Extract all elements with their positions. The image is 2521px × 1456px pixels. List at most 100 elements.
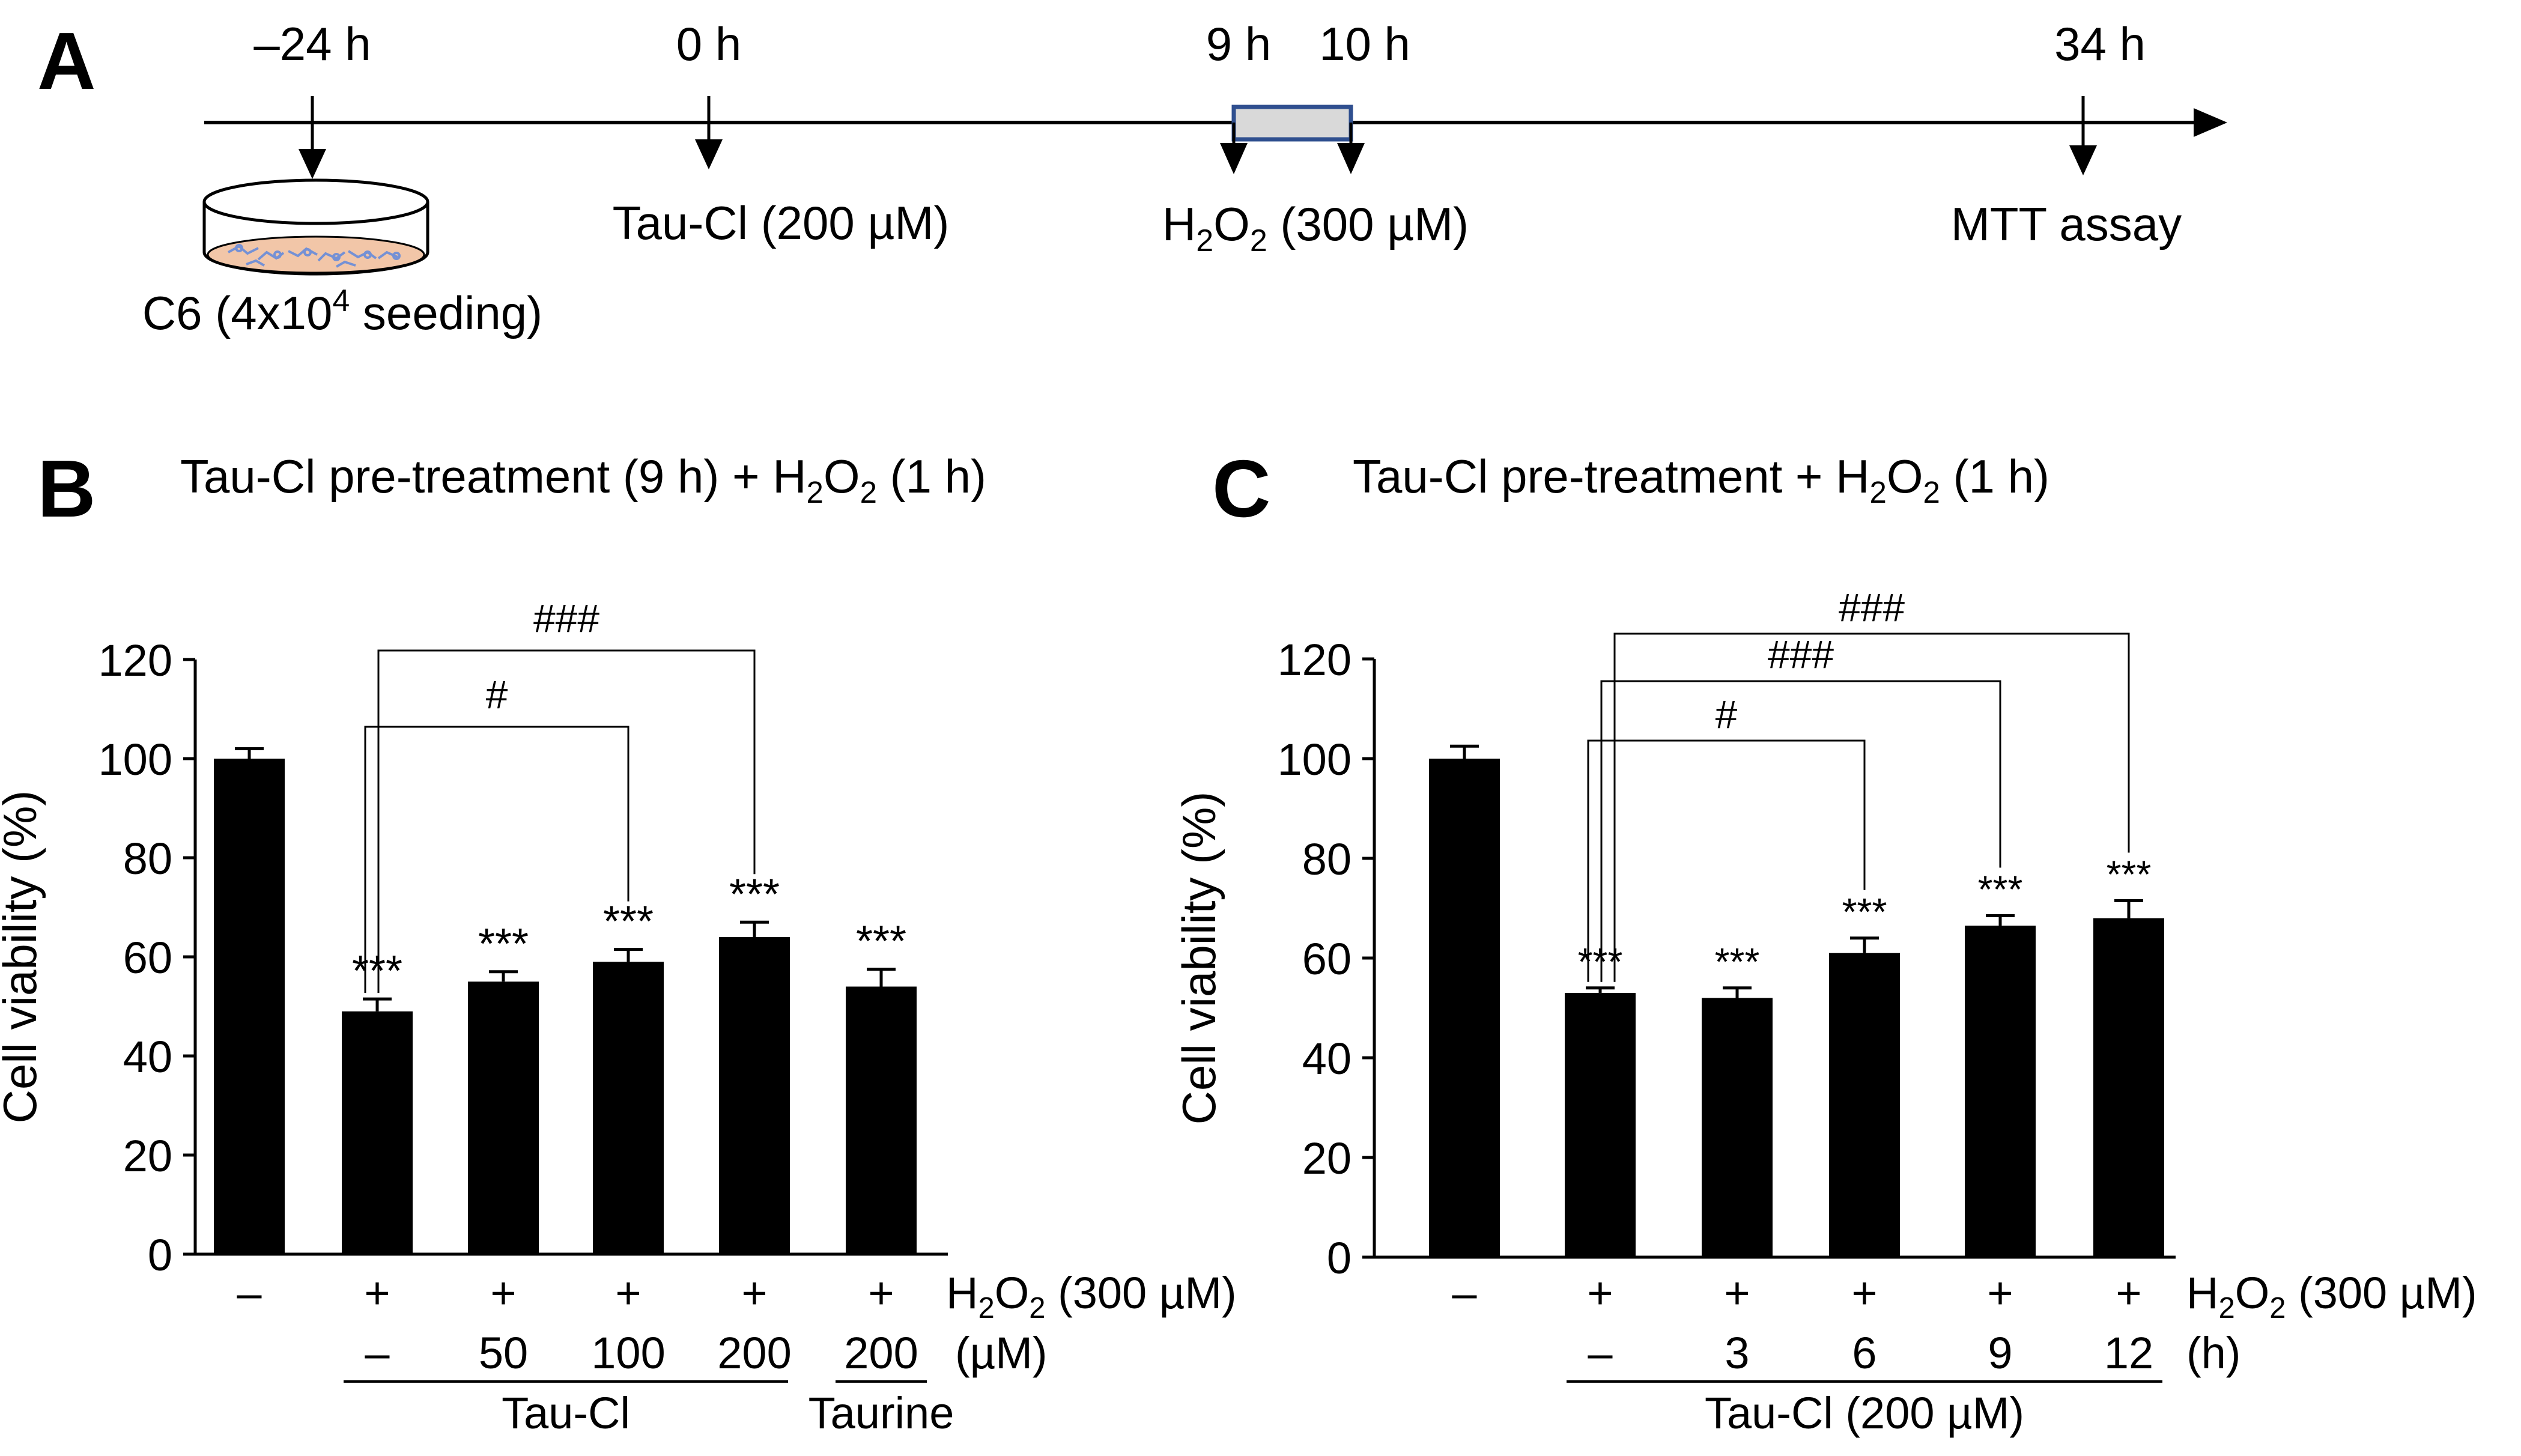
bar — [2093, 918, 2164, 1257]
y-tick-label: 120 — [1278, 635, 1352, 685]
label-tau-cl: Tau-Cl (200 µM) — [613, 196, 950, 249]
bar — [1702, 998, 1773, 1257]
comparison-bracket — [1613, 632, 2130, 982]
significance-stars: *** — [2107, 853, 2152, 896]
bracket-label: ### — [533, 596, 599, 640]
group-label: Tau-Cl (200 µM) — [1705, 1388, 2024, 1438]
y-tick-label: 40 — [123, 1032, 172, 1082]
time-label-minus24: –24 h — [253, 17, 371, 70]
label-h2o2: H2O2 (300 µM) — [1162, 198, 1469, 258]
comparison-bracket — [364, 726, 629, 993]
panel-b-letter: B — [37, 443, 96, 534]
h2o2-row-symbol: + — [868, 1268, 894, 1318]
bar — [593, 962, 664, 1254]
panel-c-title-part: (1 h) — [1940, 450, 2049, 503]
time-label-10: 10 h — [1319, 17, 1410, 70]
y-tick-label: 60 — [1302, 934, 1352, 984]
y-tick-label: 100 — [1278, 735, 1352, 784]
panel-c: C Tau-Cl pre-treatment + H2O2 (1 h)Cell v… — [1173, 443, 2477, 1438]
y-axis-label: Cell viability (%) — [1173, 792, 1225, 1125]
comparison-bracket — [377, 649, 756, 993]
arrow-10 — [1337, 123, 1365, 174]
dose-row-value: 12 — [2104, 1328, 2153, 1378]
y-tick-label: 80 — [1302, 834, 1352, 884]
y-tick-label: 20 — [1302, 1133, 1352, 1183]
y-tick-label: 120 — [99, 635, 172, 685]
h2o2-row-label-part: H — [946, 1268, 978, 1318]
panel-b-title: Tau-Cl pre-treatment (9 h) + H2O2 (1 h) — [180, 450, 986, 509]
h2o2-window — [1231, 105, 1353, 142]
panel-a: A –24 h 0 h 9 h 10 h 34 h — [37, 16, 2227, 339]
h2o2-row-label-sub: 2 — [2218, 1292, 2234, 1324]
bar — [1565, 993, 1636, 1257]
y-tick-label: 0 — [148, 1230, 172, 1280]
h2o2-row-label-part: (300 µM) — [2286, 1268, 2477, 1318]
dose-row-value: – — [365, 1328, 390, 1378]
h2o2-row-symbol: + — [490, 1268, 516, 1318]
bar — [342, 1011, 413, 1254]
significance-stars: *** — [1842, 890, 1887, 933]
bar — [1829, 953, 1900, 1257]
h2o2-row-symbol: + — [364, 1268, 390, 1318]
dose-row-value: 3 — [1725, 1328, 1749, 1378]
timeline-arrowhead — [2194, 108, 2227, 137]
h2o2-row-label-part: O — [995, 1268, 1030, 1318]
time-label-0: 0 h — [676, 17, 741, 70]
h2o2-row-symbol: – — [237, 1268, 262, 1318]
bracket-label: ### — [1768, 632, 1834, 676]
y-tick-label: 80 — [123, 834, 172, 884]
significance-stars: *** — [603, 898, 654, 946]
bracket-label: # — [1716, 692, 1738, 736]
dose-row-value: 100 — [591, 1328, 665, 1378]
dose-row-value: 200 — [717, 1328, 791, 1378]
panel-b-title-part: O — [824, 450, 860, 503]
y-tick-label: 40 — [1302, 1034, 1352, 1084]
significance-stars: *** — [1715, 940, 1760, 983]
dose-row-value: 9 — [1988, 1328, 2012, 1378]
y-axis-label: Cell viability (%) — [0, 790, 46, 1124]
h2o2-row-symbol: + — [741, 1268, 767, 1318]
panel-b-title-sub: 2 — [860, 475, 877, 509]
time-label-9: 9 h — [1206, 17, 1271, 70]
significance-stars: *** — [1578, 940, 1623, 983]
h2o2-row-symbol: + — [1587, 1268, 1613, 1318]
bar — [214, 759, 285, 1254]
h2o2-row-label-sub: 2 — [978, 1292, 994, 1324]
comparison-bracket — [1587, 739, 1866, 982]
significance-stars: *** — [729, 870, 780, 918]
h2o2-row-label: H2O2 (300 µM) — [2186, 1268, 2477, 1324]
bracket-label: # — [486, 672, 508, 717]
label-c6-seeding: C6 (4x104 seeding) — [142, 284, 542, 339]
arrow-34 — [2069, 96, 2097, 175]
arrow-minus24 — [299, 96, 326, 179]
h2o2-row-symbol: + — [1851, 1268, 1877, 1318]
h2o2-row-symbol: + — [1987, 1268, 2013, 1318]
dose-row-value: – — [1588, 1328, 1613, 1378]
h2o2-row-label: H2O2 (300 µM) — [946, 1268, 1237, 1324]
bar — [1429, 759, 1500, 1257]
h2o2-row-symbol: + — [1724, 1268, 1750, 1318]
dose-row-value: 50 — [479, 1328, 528, 1378]
h2o2-row-symbol: + — [615, 1268, 641, 1318]
panel-c-title-part: Tau-Cl pre-treatment + H — [1353, 450, 1869, 503]
bar — [468, 981, 539, 1254]
arrow-0 — [695, 96, 723, 169]
arrow-9 — [1220, 123, 1248, 174]
h2o2-row-symbol: + — [2116, 1268, 2141, 1318]
panel-a-letter: A — [37, 16, 96, 106]
significance-stars: *** — [478, 920, 529, 968]
comparison-bracket — [1600, 680, 2001, 982]
bar — [719, 937, 790, 1254]
h2o2-row-label-part: H — [2186, 1268, 2218, 1318]
h2o2-row-label-sub: 2 — [2269, 1292, 2286, 1324]
panel-c-title: Tau-Cl pre-treatment + H2O2 (1 h) — [1353, 450, 2049, 509]
dose-row-value: 200 — [844, 1328, 918, 1378]
panel-b: B Tau-Cl pre-treatment (9 h) + H2O2 (1 h)… — [0, 443, 1237, 1438]
y-tick-label: 20 — [123, 1131, 172, 1181]
group-label: Tau-Cl — [502, 1388, 630, 1438]
bar — [1965, 926, 2036, 1257]
y-tick-label: 0 — [1327, 1233, 1352, 1283]
significance-stars: *** — [856, 918, 906, 966]
panel-c-title-part: O — [1887, 450, 1923, 503]
